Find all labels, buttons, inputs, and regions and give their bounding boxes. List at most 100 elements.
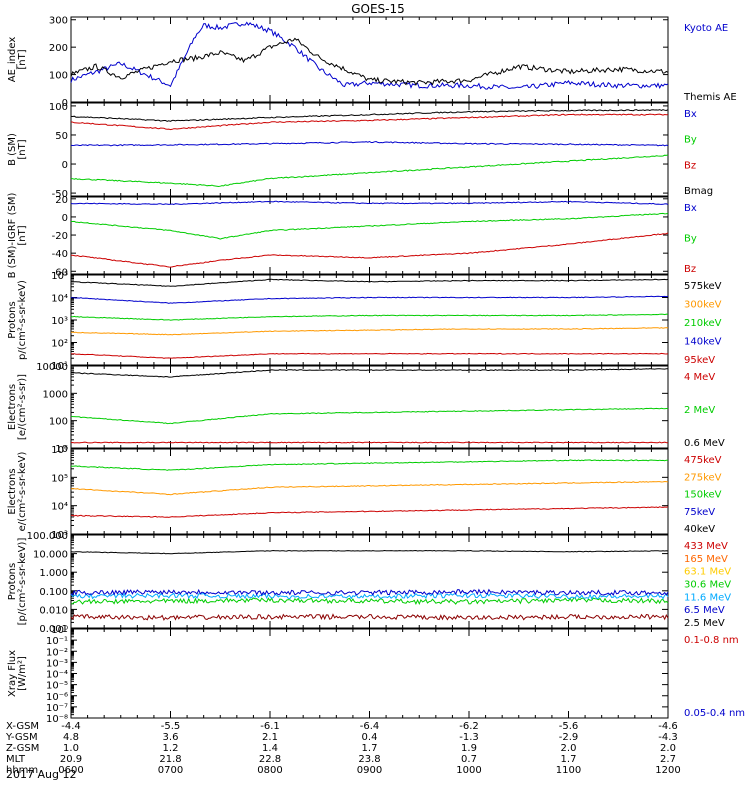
series-line-4-mev [70, 441, 669, 444]
y-tick-label: 10.000 [33, 550, 68, 561]
row-value: 0.4 [362, 732, 378, 743]
series-line-bx [70, 200, 669, 206]
legend-140kev: 140keV [684, 337, 722, 348]
y-tick-label: 1.000 [39, 568, 68, 579]
row-value: -5.6 [559, 721, 579, 732]
legend-40kev: 40keV [684, 524, 715, 535]
y-tick-label: 200 [49, 43, 68, 54]
panel-electrons1: 10 100 1000 10000 Electrons [e/(cm²-s-sr)] 4 M… [7, 362, 725, 455]
row-value: 0900 [357, 765, 382, 776]
panel-protons: 10¹ 10² 10³ 10⁴ 10⁵ Protons p/(cm²-s-sr-keV) 57… [7, 271, 722, 372]
y-axis-label: e/(cm²-s-sr-keV) [17, 452, 28, 532]
legend-150kev: 150keV [684, 490, 722, 501]
legend-bz: Bz [684, 160, 696, 171]
row-value: 21.8 [159, 754, 181, 765]
row-value: 0800 [257, 765, 282, 776]
legend-210kev: 210keV [684, 318, 722, 329]
legend-75kev: 75keV [684, 507, 715, 518]
panel-frame [70, 274, 669, 366]
panel-bsmigrf: -60 -40 -20 0 20 B (SM)-IGRF (SM) [nT] Bx By Bz [7, 193, 697, 279]
y-axis-label: B (SM)-IGRF (SM) [7, 193, 18, 279]
y-tick-label: 10 [55, 444, 68, 455]
series-line-kyoto-ae [70, 21, 669, 90]
y-axis-label: Protons [7, 563, 18, 600]
row-value: -1.3 [459, 732, 479, 743]
row-value: 0700 [158, 765, 183, 776]
row-value: 2.0 [561, 743, 577, 754]
panel-xray: 10⁻⁸10⁻⁷10⁻⁶10⁻⁵10⁻⁴10⁻³10⁻²10⁻¹10⁰ Xray … [7, 625, 745, 725]
date-label: 2017 Aug 12 [6, 768, 76, 781]
row-value: -5.5 [161, 721, 181, 732]
y-axis-label: B (SM) [7, 133, 18, 166]
y-tick-label: 10⁻¹ [46, 636, 68, 647]
row-value: -6.1 [260, 721, 280, 732]
y-tick-label: -50 [52, 189, 68, 200]
row-label-hhmm: hhmm [6, 765, 38, 776]
row-value: 1.7 [561, 754, 577, 765]
y-tick-label: 0.001 [39, 624, 68, 635]
legend-kyoto-ae: Kyoto AE [684, 23, 728, 34]
legend-0-1-0-8-nm: 0.1-0.8 nm [684, 635, 739, 646]
y-tick-label: 100 [49, 102, 68, 113]
row-value: -6.4 [360, 721, 380, 732]
y-axis-label: [p/(cm²-s-sr-keV)] [17, 538, 28, 626]
series-line-bz [71, 232, 669, 268]
row-label-x-gsm: X-GSM [6, 721, 39, 732]
series-line-unlabeled [70, 613, 669, 621]
legend-by: By [684, 234, 697, 245]
y-tick-label: 1000 [43, 389, 68, 400]
y-axis-label: Electrons [7, 384, 18, 430]
series-line-2-mev [70, 407, 668, 425]
legend-2-5-mev: 2.5 MeV [684, 618, 725, 629]
y-tick-label: 10³ [51, 316, 68, 327]
y-tick-label: -60 [52, 267, 68, 278]
row-value: 23.8 [358, 754, 380, 765]
legend-0-05-0-4-nm: 0.05-0.4 nm [684, 708, 745, 719]
legend-2-mev: 2 MeV [684, 405, 715, 416]
y-tick-label: 10⁰ [51, 625, 68, 636]
y-tick-label: 10⁻⁶ [46, 692, 68, 703]
row-value: 2.0 [660, 743, 676, 754]
y-tick-label: 50 [55, 131, 68, 142]
y-axis-label: Electrons [7, 468, 18, 514]
y-tick-label: 100.000 [27, 531, 68, 542]
row-value: 0600 [58, 765, 83, 776]
y-tick-label: 0.100 [39, 587, 68, 598]
series-line-150kev [70, 459, 668, 471]
series-line-300kev [70, 327, 669, 336]
y-tick-label: 10³ [51, 530, 68, 541]
panel-frame [70, 16, 669, 103]
y-tick-label: 10⁴ [51, 502, 68, 513]
y-axis-label: Protons [7, 301, 18, 338]
y-tick-label: -40 [52, 249, 68, 260]
row-value: 1.4 [262, 743, 278, 754]
legend-themis-ae: Themis AE [683, 92, 737, 103]
series-line-575kev [70, 278, 669, 287]
y-tick-label: 10⁻⁸ [46, 714, 68, 725]
series-line-by [71, 212, 669, 240]
legend-11-6-mev: 11.6 MeV [684, 592, 731, 603]
y-tick-label: 10⁵ [51, 271, 68, 282]
legend-bx: Bx [684, 109, 697, 120]
panel-ae: 0 100 200 300 AE_index [nT] Kyoto AE Themis AE [7, 16, 737, 109]
legend-300kev: 300keV [684, 300, 722, 311]
panel-frame [70, 365, 669, 449]
row-label-y-gsm: Y-GSM [5, 732, 38, 743]
row-value: -4.4 [61, 721, 81, 732]
series-line-2-5-mev [70, 549, 669, 555]
series-line-bmag [70, 109, 669, 122]
series-line-210kev [70, 313, 669, 321]
legend-165-mev: 165 MeV [684, 554, 728, 565]
legend-433-mev: 433 MeV [684, 541, 728, 552]
legend-6-5-mev: 6.5 MeV [684, 605, 725, 616]
row-value: 1000 [456, 765, 481, 776]
y-tick-label: 20 [55, 195, 68, 206]
legend-0-6-mev: 0.6 MeV [684, 438, 725, 449]
series-line-bz [70, 113, 669, 131]
panel-protons2: 0.001 0.010 0.100 1.000 10.000 100.000 Protons… [7, 531, 731, 635]
row-value: 2.7 [660, 754, 676, 765]
x-axis-ephemeris: X-GSM -4.4 -5.5 -6.1 -6.4 -6.2 -5.6 -4.6 Y-GSM 4.… [5, 721, 681, 776]
legend-by: By [684, 135, 697, 146]
y-axis-label: [W/m²] [17, 656, 28, 691]
